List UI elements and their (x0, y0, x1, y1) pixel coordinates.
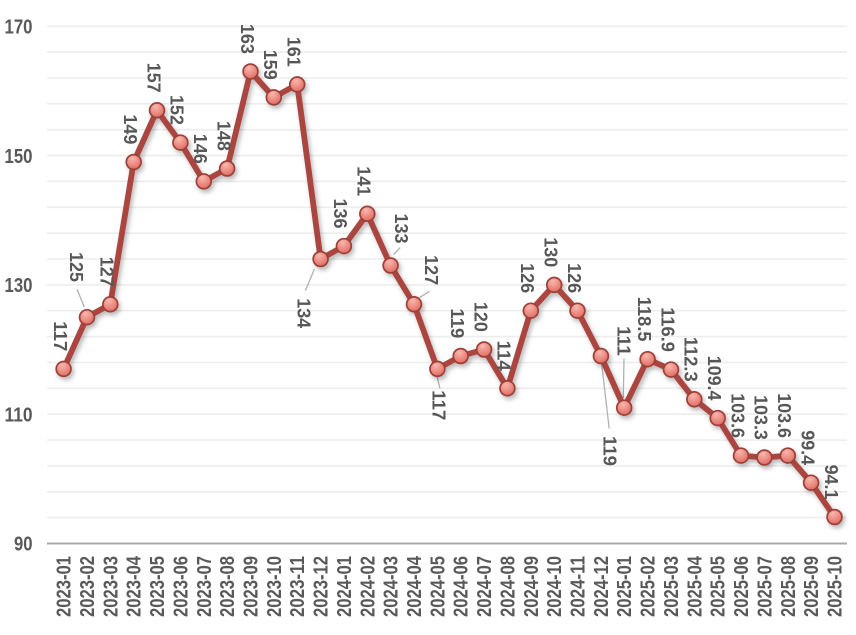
svg-text:130: 130 (541, 237, 561, 267)
svg-text:119: 119 (600, 436, 620, 466)
svg-text:120: 120 (470, 302, 490, 332)
svg-text:163: 163 (237, 24, 257, 54)
svg-text:127: 127 (421, 255, 441, 285)
svg-text:2023-06: 2023-06 (170, 556, 192, 617)
svg-text:117: 117 (50, 321, 70, 351)
svg-text:2024-04: 2024-04 (404, 555, 426, 617)
svg-text:2024-08: 2024-08 (497, 556, 519, 617)
svg-text:126: 126 (517, 263, 537, 293)
svg-text:2025-06: 2025-06 (731, 556, 753, 617)
svg-text:150: 150 (5, 146, 33, 168)
svg-text:2023-02: 2023-02 (77, 556, 99, 617)
svg-text:110: 110 (5, 404, 33, 426)
svg-text:2025-08: 2025-08 (778, 556, 800, 617)
svg-text:133: 133 (391, 214, 411, 244)
svg-text:2023-05: 2023-05 (147, 556, 169, 617)
svg-text:170: 170 (5, 17, 33, 39)
svg-text:119: 119 (447, 308, 467, 338)
svg-text:2025-03: 2025-03 (661, 556, 683, 617)
svg-text:146: 146 (190, 134, 210, 164)
svg-text:103.6: 103.6 (774, 393, 794, 438)
svg-text:130: 130 (5, 275, 33, 297)
svg-text:2023-03: 2023-03 (100, 556, 122, 617)
svg-text:125: 125 (66, 252, 86, 282)
svg-text:2024-05: 2024-05 (427, 556, 449, 617)
svg-text:114: 114 (494, 341, 514, 371)
svg-text:2024-11: 2024-11 (568, 556, 590, 617)
svg-text:103.6: 103.6 (727, 393, 747, 438)
svg-text:2023-08: 2023-08 (217, 556, 239, 617)
svg-text:134: 134 (293, 298, 313, 328)
svg-text:2024-10: 2024-10 (544, 556, 566, 617)
svg-text:99.4: 99.4 (797, 430, 817, 465)
svg-text:116.9: 116.9 (657, 307, 677, 352)
svg-text:126: 126 (564, 263, 584, 293)
svg-text:112.3: 112.3 (681, 337, 701, 382)
svg-text:2025-10: 2025-10 (825, 556, 847, 617)
svg-text:103.3: 103.3 (751, 395, 771, 440)
svg-text:2023-07: 2023-07 (194, 556, 216, 617)
svg-text:2023-04: 2023-04 (124, 555, 146, 617)
svg-text:2025-09: 2025-09 (801, 556, 823, 617)
svg-text:159: 159 (260, 50, 280, 80)
svg-text:141: 141 (354, 166, 374, 196)
svg-text:2024-03: 2024-03 (381, 556, 403, 617)
svg-text:118.5: 118.5 (634, 297, 654, 342)
svg-text:2025-07: 2025-07 (754, 556, 776, 617)
svg-text:2024-02: 2024-02 (357, 556, 379, 617)
svg-text:2025-01: 2025-01 (614, 556, 636, 617)
svg-text:2023-09: 2023-09 (241, 556, 263, 617)
svg-text:2023-12: 2023-12 (311, 556, 333, 617)
svg-text:2024-09: 2024-09 (521, 556, 543, 617)
svg-text:109.4: 109.4 (704, 356, 724, 401)
svg-text:2024-07: 2024-07 (474, 556, 496, 617)
svg-text:111: 111 (614, 326, 634, 356)
svg-text:2024-12: 2024-12 (591, 556, 613, 617)
svg-text:2024-06: 2024-06 (451, 556, 473, 617)
svg-text:149: 149 (120, 114, 140, 144)
svg-text:2023-01: 2023-01 (54, 556, 76, 617)
svg-text:2025-05: 2025-05 (708, 556, 730, 617)
svg-text:2025-02: 2025-02 (638, 556, 660, 617)
svg-text:157: 157 (143, 63, 163, 93)
svg-text:2024-01: 2024-01 (334, 556, 356, 617)
svg-text:161: 161 (284, 37, 304, 67)
svg-text:94.1: 94.1 (821, 465, 841, 500)
svg-text:117: 117 (429, 390, 449, 420)
svg-text:2025-04: 2025-04 (684, 555, 706, 617)
svg-text:136: 136 (330, 199, 350, 229)
svg-text:127: 127 (97, 257, 117, 287)
svg-text:90: 90 (14, 534, 33, 556)
svg-text:2023-10: 2023-10 (264, 556, 286, 617)
svg-text:152: 152 (167, 95, 187, 125)
svg-text:2023-11: 2023-11 (287, 556, 309, 617)
svg-text:148: 148 (213, 121, 233, 151)
